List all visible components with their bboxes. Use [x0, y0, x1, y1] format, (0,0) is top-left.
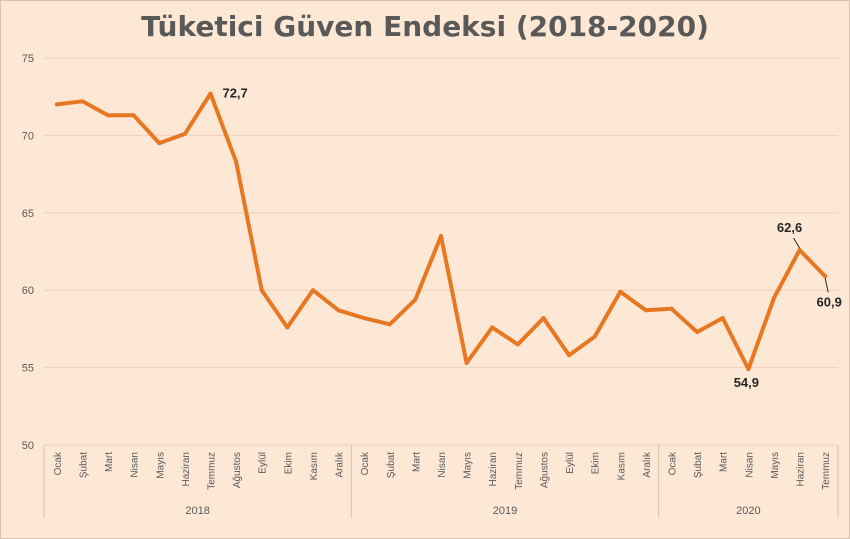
x-tick-label: Haziran — [488, 452, 499, 486]
data-point — [618, 289, 623, 294]
x-tick-label: Ocak — [360, 451, 371, 475]
x-tick-label: Şubat — [693, 452, 704, 478]
y-tick-label: 75 — [22, 53, 34, 65]
x-tick-label: Ağustos — [232, 452, 243, 488]
data-point — [669, 306, 674, 311]
data-point — [182, 131, 187, 136]
x-tick-label: Eylül — [565, 452, 576, 474]
y-tick-label: 70 — [22, 130, 34, 142]
data-point — [157, 141, 162, 146]
data-point — [106, 113, 111, 118]
x-tick-label: Aralık — [335, 451, 346, 478]
x-tick-label: Haziran — [181, 452, 192, 486]
year-label: 2019 — [493, 505, 517, 517]
x-tick-label: Şubat — [78, 452, 89, 478]
data-point — [797, 247, 802, 252]
data-point — [643, 308, 648, 313]
x-tick-label: Mayıs — [770, 452, 781, 479]
data-point — [541, 316, 546, 321]
x-tick-label: Ağustos — [539, 452, 550, 488]
data-point — [695, 329, 700, 334]
x-tick-label: Ocak — [53, 451, 64, 475]
y-tick-label: 65 — [22, 208, 34, 220]
data-point — [131, 113, 136, 118]
x-tick-label: Mart — [411, 452, 422, 472]
x-tick-label: Nisan — [744, 452, 755, 478]
data-label: 62,6 — [777, 220, 802, 235]
data-point — [592, 334, 597, 339]
x-tick-label: Eylül — [258, 452, 269, 474]
x-tick-label: Şubat — [386, 452, 397, 478]
data-point — [515, 342, 520, 347]
x-tick-label: Kasım — [309, 452, 320, 480]
data-label: 54,9 — [734, 375, 759, 390]
x-tick-label: Mart — [104, 452, 115, 472]
data-point — [285, 325, 290, 330]
data-point — [208, 91, 213, 96]
x-tick-label: Temmuz — [514, 452, 525, 490]
data-point — [234, 159, 239, 164]
x-tick-label: Aralık — [642, 451, 653, 478]
y-tick-label: 60 — [22, 285, 34, 297]
year-label: 2020 — [736, 505, 760, 517]
data-point — [336, 308, 341, 313]
data-point — [80, 99, 85, 104]
x-tick-label: Nisan — [437, 452, 448, 478]
data-point — [439, 234, 443, 239]
x-tick-label: Mayıs — [463, 452, 474, 479]
data-label: 72,7 — [222, 86, 247, 101]
year-label: 2018 — [185, 505, 209, 517]
x-tick-label: Nisan — [130, 452, 141, 478]
data-point — [746, 367, 751, 372]
x-tick-label: Ekim — [591, 452, 602, 474]
data-point — [54, 102, 59, 107]
data-point — [413, 297, 418, 302]
data-point — [567, 353, 572, 358]
data-point — [823, 274, 828, 279]
data-point — [490, 325, 495, 330]
x-tick-label: Mart — [719, 452, 730, 472]
x-tick-label: Ocak — [668, 451, 679, 475]
y-tick-label: 55 — [22, 363, 34, 375]
x-tick-label: Temmuz — [206, 452, 217, 490]
leader-line — [793, 237, 801, 249]
data-point — [259, 288, 264, 293]
data-point — [387, 322, 392, 327]
leader-line — [824, 278, 829, 293]
chart-title: Tüketici Güven Endeksi (2018-2020) — [141, 10, 709, 43]
data-point — [362, 316, 367, 321]
x-tick-label: Kasım — [616, 452, 627, 480]
x-tick-label: Mayıs — [155, 452, 166, 479]
x-tick-label: Temmuz — [821, 452, 832, 490]
data-label: 60,9 — [817, 294, 842, 309]
data-point — [771, 295, 776, 300]
data-point — [720, 316, 725, 321]
data-point — [464, 360, 469, 365]
data-point — [310, 288, 315, 293]
x-tick-label: Ekim — [283, 452, 294, 474]
x-tick-label: Haziran — [796, 452, 807, 486]
y-tick-label: 50 — [22, 440, 34, 452]
